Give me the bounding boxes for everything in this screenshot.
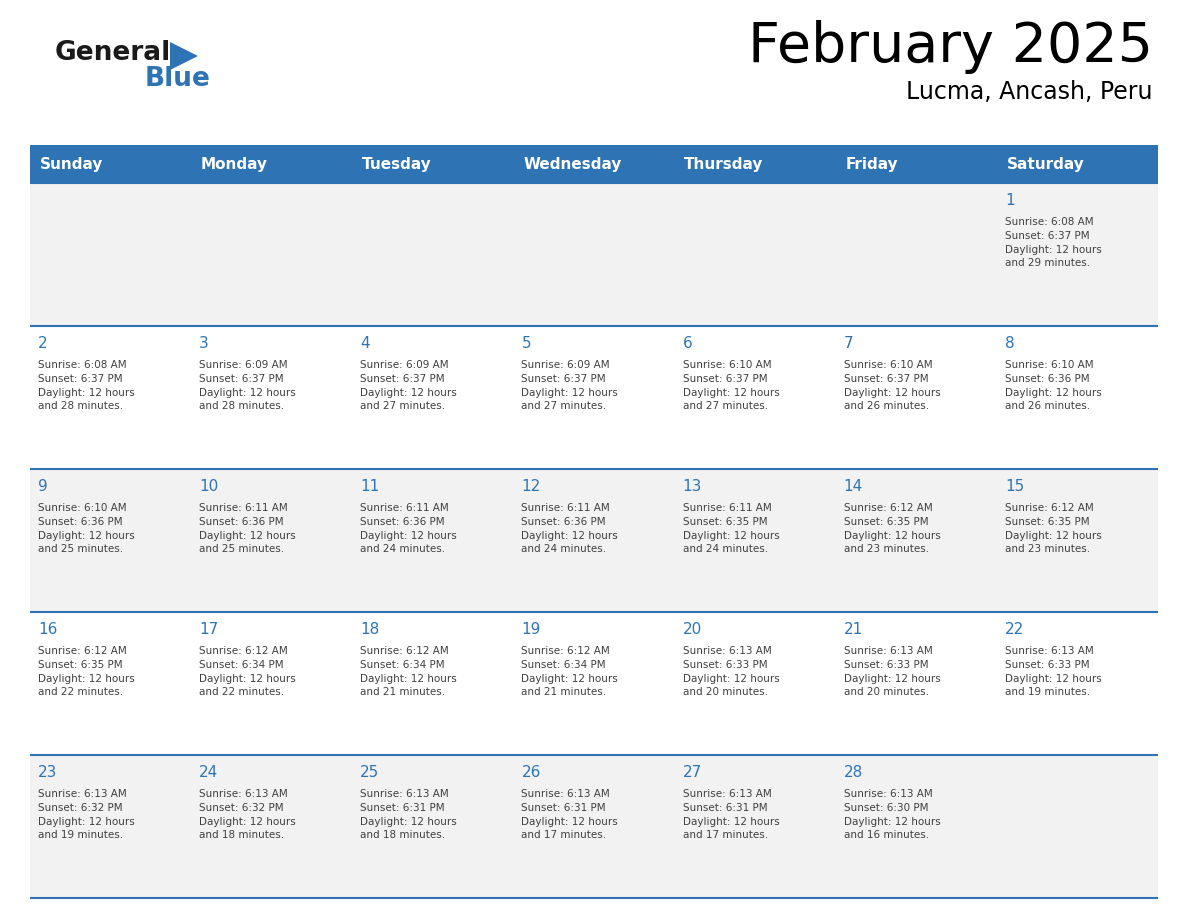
Text: Sunrise: 6:09 AM
Sunset: 6:37 PM
Daylight: 12 hours
and 27 minutes.: Sunrise: 6:09 AM Sunset: 6:37 PM Dayligh… <box>360 361 457 411</box>
Bar <box>30 145 191 183</box>
Text: 2: 2 <box>38 336 48 351</box>
Text: 10: 10 <box>200 479 219 494</box>
Text: 19: 19 <box>522 622 541 637</box>
Bar <box>30 612 1158 755</box>
Text: Sunrise: 6:09 AM
Sunset: 6:37 PM
Daylight: 12 hours
and 28 minutes.: Sunrise: 6:09 AM Sunset: 6:37 PM Dayligh… <box>200 361 296 411</box>
Text: 20: 20 <box>683 622 702 637</box>
Text: 26: 26 <box>522 765 541 780</box>
Text: Friday: Friday <box>846 156 898 172</box>
Text: 12: 12 <box>522 479 541 494</box>
Text: General: General <box>55 40 171 66</box>
Text: Sunrise: 6:13 AM
Sunset: 6:33 PM
Daylight: 12 hours
and 19 minutes.: Sunrise: 6:13 AM Sunset: 6:33 PM Dayligh… <box>1005 646 1101 697</box>
Text: Sunrise: 6:13 AM
Sunset: 6:32 PM
Daylight: 12 hours
and 18 minutes.: Sunrise: 6:13 AM Sunset: 6:32 PM Dayligh… <box>200 789 296 840</box>
Text: Thursday: Thursday <box>684 156 764 172</box>
Text: 4: 4 <box>360 336 369 351</box>
Text: 5: 5 <box>522 336 531 351</box>
Text: Sunrise: 6:13 AM
Sunset: 6:31 PM
Daylight: 12 hours
and 18 minutes.: Sunrise: 6:13 AM Sunset: 6:31 PM Dayligh… <box>360 789 457 840</box>
Text: Sunrise: 6:13 AM
Sunset: 6:30 PM
Daylight: 12 hours
and 16 minutes.: Sunrise: 6:13 AM Sunset: 6:30 PM Dayligh… <box>843 789 941 840</box>
Text: 28: 28 <box>843 765 862 780</box>
Text: 18: 18 <box>360 622 380 637</box>
Bar <box>513 145 675 183</box>
Text: Sunrise: 6:09 AM
Sunset: 6:37 PM
Daylight: 12 hours
and 27 minutes.: Sunrise: 6:09 AM Sunset: 6:37 PM Dayligh… <box>522 361 618 411</box>
Text: February 2025: February 2025 <box>748 20 1154 74</box>
Text: Sunrise: 6:12 AM
Sunset: 6:35 PM
Daylight: 12 hours
and 23 minutes.: Sunrise: 6:12 AM Sunset: 6:35 PM Dayligh… <box>1005 503 1101 554</box>
Bar <box>353 145 513 183</box>
Bar <box>30 469 1158 612</box>
Text: Monday: Monday <box>201 156 267 172</box>
Bar <box>997 145 1158 183</box>
Text: Sunrise: 6:13 AM
Sunset: 6:31 PM
Daylight: 12 hours
and 17 minutes.: Sunrise: 6:13 AM Sunset: 6:31 PM Dayligh… <box>683 789 779 840</box>
Text: Sunrise: 6:11 AM
Sunset: 6:36 PM
Daylight: 12 hours
and 24 minutes.: Sunrise: 6:11 AM Sunset: 6:36 PM Dayligh… <box>360 503 457 554</box>
Text: Tuesday: Tuesday <box>362 156 431 172</box>
Text: 9: 9 <box>38 479 48 494</box>
Text: Sunrise: 6:13 AM
Sunset: 6:31 PM
Daylight: 12 hours
and 17 minutes.: Sunrise: 6:13 AM Sunset: 6:31 PM Dayligh… <box>522 789 618 840</box>
Bar <box>191 145 353 183</box>
Text: 1: 1 <box>1005 193 1015 208</box>
Text: Sunrise: 6:12 AM
Sunset: 6:34 PM
Daylight: 12 hours
and 22 minutes.: Sunrise: 6:12 AM Sunset: 6:34 PM Dayligh… <box>200 646 296 697</box>
Text: Sunrise: 6:11 AM
Sunset: 6:35 PM
Daylight: 12 hours
and 24 minutes.: Sunrise: 6:11 AM Sunset: 6:35 PM Dayligh… <box>683 503 779 554</box>
Text: Sunrise: 6:13 AM
Sunset: 6:33 PM
Daylight: 12 hours
and 20 minutes.: Sunrise: 6:13 AM Sunset: 6:33 PM Dayligh… <box>683 646 779 697</box>
Bar <box>675 145 835 183</box>
Text: Sunday: Sunday <box>39 156 103 172</box>
Text: 8: 8 <box>1005 336 1015 351</box>
Text: Sunrise: 6:12 AM
Sunset: 6:35 PM
Daylight: 12 hours
and 23 minutes.: Sunrise: 6:12 AM Sunset: 6:35 PM Dayligh… <box>843 503 941 554</box>
Text: 7: 7 <box>843 336 853 351</box>
Text: 15: 15 <box>1005 479 1024 494</box>
Text: Saturday: Saturday <box>1006 156 1085 172</box>
Text: Lucma, Ancash, Peru: Lucma, Ancash, Peru <box>906 80 1154 104</box>
Text: 14: 14 <box>843 479 862 494</box>
Bar <box>835 145 997 183</box>
Text: Sunrise: 6:10 AM
Sunset: 6:37 PM
Daylight: 12 hours
and 26 minutes.: Sunrise: 6:10 AM Sunset: 6:37 PM Dayligh… <box>843 361 941 411</box>
Text: Sunrise: 6:08 AM
Sunset: 6:37 PM
Daylight: 12 hours
and 28 minutes.: Sunrise: 6:08 AM Sunset: 6:37 PM Dayligh… <box>38 361 134 411</box>
Text: Wednesday: Wednesday <box>523 156 621 172</box>
Text: 24: 24 <box>200 765 219 780</box>
Text: 23: 23 <box>38 765 57 780</box>
Text: Blue: Blue <box>145 66 211 92</box>
Text: 11: 11 <box>360 479 380 494</box>
Text: Sunrise: 6:13 AM
Sunset: 6:32 PM
Daylight: 12 hours
and 19 minutes.: Sunrise: 6:13 AM Sunset: 6:32 PM Dayligh… <box>38 789 134 840</box>
Bar <box>30 755 1158 898</box>
Text: 17: 17 <box>200 622 219 637</box>
Bar <box>30 326 1158 469</box>
Text: Sunrise: 6:12 AM
Sunset: 6:34 PM
Daylight: 12 hours
and 21 minutes.: Sunrise: 6:12 AM Sunset: 6:34 PM Dayligh… <box>360 646 457 697</box>
Polygon shape <box>170 42 198 70</box>
Text: 21: 21 <box>843 622 862 637</box>
Text: Sunrise: 6:12 AM
Sunset: 6:35 PM
Daylight: 12 hours
and 22 minutes.: Sunrise: 6:12 AM Sunset: 6:35 PM Dayligh… <box>38 646 134 697</box>
Text: Sunrise: 6:08 AM
Sunset: 6:37 PM
Daylight: 12 hours
and 29 minutes.: Sunrise: 6:08 AM Sunset: 6:37 PM Dayligh… <box>1005 218 1101 268</box>
Text: Sunrise: 6:11 AM
Sunset: 6:36 PM
Daylight: 12 hours
and 25 minutes.: Sunrise: 6:11 AM Sunset: 6:36 PM Dayligh… <box>200 503 296 554</box>
Text: 13: 13 <box>683 479 702 494</box>
Text: 3: 3 <box>200 336 209 351</box>
Text: Sunrise: 6:11 AM
Sunset: 6:36 PM
Daylight: 12 hours
and 24 minutes.: Sunrise: 6:11 AM Sunset: 6:36 PM Dayligh… <box>522 503 618 554</box>
Text: 22: 22 <box>1005 622 1024 637</box>
Text: 16: 16 <box>38 622 57 637</box>
Text: 25: 25 <box>360 765 380 780</box>
Text: Sunrise: 6:12 AM
Sunset: 6:34 PM
Daylight: 12 hours
and 21 minutes.: Sunrise: 6:12 AM Sunset: 6:34 PM Dayligh… <box>522 646 618 697</box>
Text: Sunrise: 6:10 AM
Sunset: 6:37 PM
Daylight: 12 hours
and 27 minutes.: Sunrise: 6:10 AM Sunset: 6:37 PM Dayligh… <box>683 361 779 411</box>
Text: 6: 6 <box>683 336 693 351</box>
Text: 27: 27 <box>683 765 702 780</box>
Bar <box>30 183 1158 326</box>
Text: Sunrise: 6:10 AM
Sunset: 6:36 PM
Daylight: 12 hours
and 25 minutes.: Sunrise: 6:10 AM Sunset: 6:36 PM Dayligh… <box>38 503 134 554</box>
Text: Sunrise: 6:13 AM
Sunset: 6:33 PM
Daylight: 12 hours
and 20 minutes.: Sunrise: 6:13 AM Sunset: 6:33 PM Dayligh… <box>843 646 941 697</box>
Text: Sunrise: 6:10 AM
Sunset: 6:36 PM
Daylight: 12 hours
and 26 minutes.: Sunrise: 6:10 AM Sunset: 6:36 PM Dayligh… <box>1005 361 1101 411</box>
